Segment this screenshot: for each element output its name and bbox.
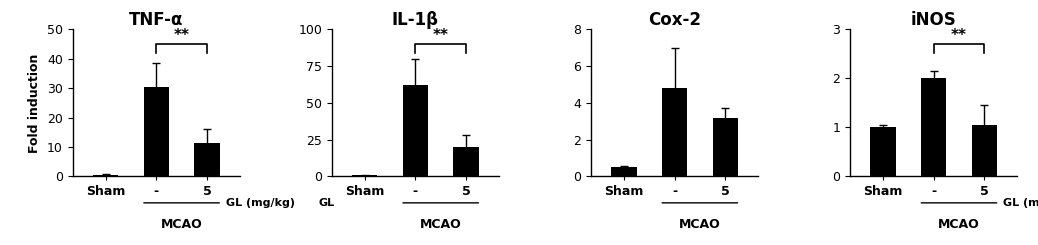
Title: iNOS: iNOS	[910, 11, 957, 29]
Title: IL-1β: IL-1β	[392, 11, 439, 29]
Bar	[972, 125, 996, 176]
Bar	[454, 147, 479, 176]
Bar	[93, 175, 118, 176]
Text: MCAO: MCAO	[161, 218, 202, 231]
Text: GL (mg/kg): GL (mg/kg)	[225, 198, 295, 208]
Text: GL (mg/kg): GL (mg/kg)	[1003, 198, 1038, 208]
Bar	[870, 127, 896, 176]
Title: TNF-α: TNF-α	[129, 11, 184, 29]
Bar	[143, 87, 169, 176]
Bar	[712, 118, 738, 176]
Title: Cox-2: Cox-2	[648, 11, 701, 29]
Text: MCAO: MCAO	[419, 218, 462, 231]
Bar	[403, 85, 428, 176]
Bar	[194, 143, 220, 176]
Text: **: **	[433, 28, 448, 43]
Text: **: **	[951, 28, 967, 43]
Bar	[611, 167, 636, 176]
Text: MCAO: MCAO	[679, 218, 720, 231]
Bar	[662, 88, 687, 176]
Bar	[921, 78, 947, 176]
Text: **: **	[173, 28, 190, 43]
Text: GL: GL	[319, 198, 334, 208]
Bar	[352, 175, 378, 176]
Text: MCAO: MCAO	[938, 218, 980, 231]
Y-axis label: Fold induction: Fold induction	[28, 53, 42, 153]
